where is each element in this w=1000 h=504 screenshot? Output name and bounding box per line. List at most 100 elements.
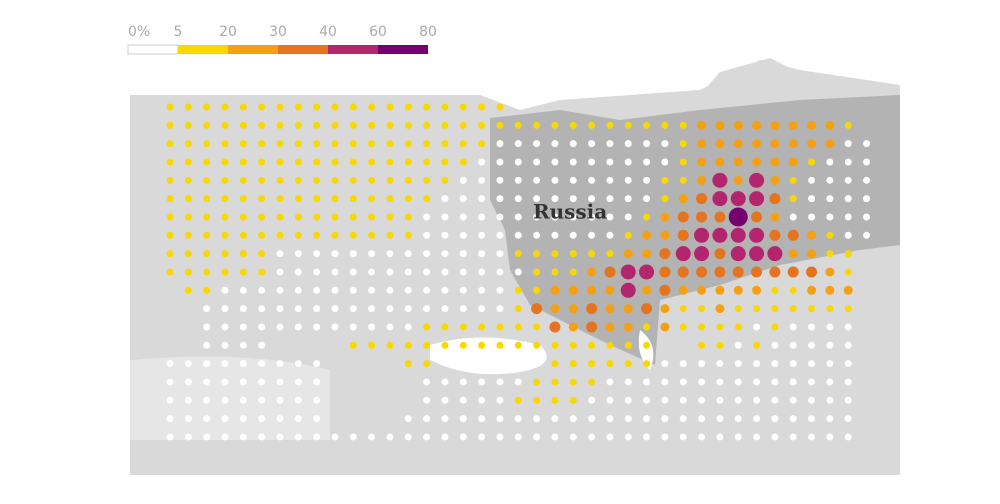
dot [698,323,706,331]
dot [698,378,706,386]
dot [239,396,247,404]
dot [624,396,632,404]
dot [569,176,577,184]
dot [203,323,211,331]
dot [771,360,779,368]
dot [660,212,670,222]
dot [423,231,431,239]
dot [826,341,834,349]
dot [349,305,357,313]
dot [441,305,449,313]
dot [331,176,339,184]
dot [551,433,559,441]
dot [258,341,266,349]
dot [313,396,321,404]
dot [184,140,192,148]
dot [423,250,431,258]
dot [239,195,247,203]
dot [349,341,357,349]
dot [569,213,577,221]
dot [694,227,710,243]
dot [678,285,688,295]
dot [771,341,779,349]
dot [166,433,174,441]
dot [441,341,449,349]
dot [313,268,321,276]
dot [258,360,266,368]
dot [514,415,522,423]
legend-label: 30 [269,24,287,40]
dot [696,211,708,223]
dot [478,121,486,129]
dot [588,360,596,368]
dot [331,121,339,129]
dot [496,176,504,184]
dot [844,140,852,148]
dot [733,139,743,149]
dot [734,323,742,331]
dot [730,246,746,262]
dot [404,103,412,111]
dot [478,158,486,166]
dot [826,433,834,441]
dot [533,433,541,441]
dot [533,341,541,349]
dot [753,341,761,349]
dot [698,415,706,423]
dot [441,396,449,404]
dot [184,378,192,386]
dot [294,415,302,423]
dot [184,176,192,184]
dot [551,140,559,148]
dot [258,213,266,221]
dot [313,415,321,423]
dot [642,285,652,295]
dot [166,195,174,203]
dot [551,176,559,184]
dot [386,158,394,166]
dot [423,286,431,294]
dot [826,378,834,386]
dot [184,213,192,221]
dot [514,323,522,331]
dot [239,103,247,111]
dot [404,415,412,423]
dot [679,176,687,184]
dot [807,120,817,130]
dot [276,103,284,111]
dot [331,250,339,258]
dot [661,176,669,184]
dot [643,433,651,441]
dot [221,103,229,111]
dot [459,305,467,313]
dot [789,341,797,349]
dot [441,195,449,203]
dot [349,140,357,148]
dot [404,341,412,349]
dot [569,250,577,258]
dot [863,176,871,184]
dot [258,231,266,239]
dot [258,176,266,184]
dot [368,250,376,258]
dot [368,213,376,221]
dot [496,140,504,148]
dot [184,360,192,368]
dot [276,415,284,423]
dot [808,323,816,331]
dot [294,433,302,441]
dot [660,304,670,314]
dot [588,195,596,203]
dot [331,140,339,148]
dot [386,176,394,184]
dot [496,396,504,404]
dot [368,268,376,276]
dot [588,140,596,148]
dot [771,378,779,386]
dot [826,360,834,368]
land [130,58,900,475]
dot [478,396,486,404]
dot [715,157,725,167]
dot [844,341,852,349]
dot [588,231,596,239]
